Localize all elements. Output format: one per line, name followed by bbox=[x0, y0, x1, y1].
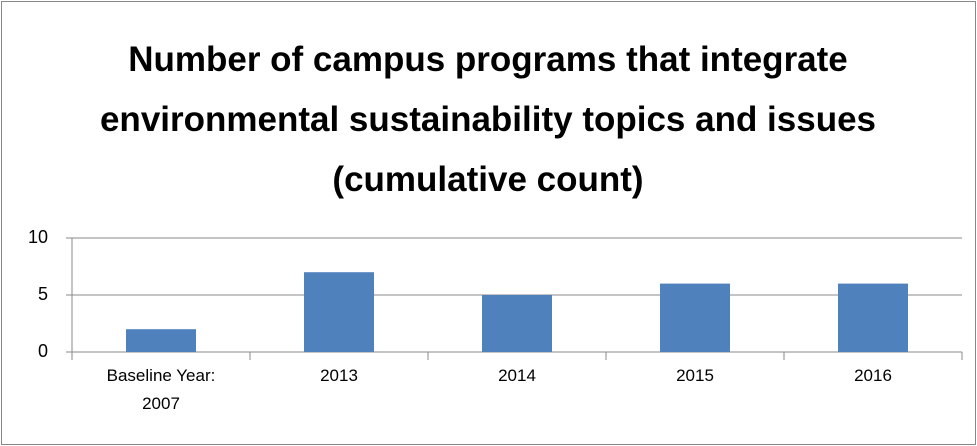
y-tick-label: 0 bbox=[38, 341, 48, 361]
y-tick-label: 5 bbox=[38, 284, 48, 304]
bar bbox=[304, 272, 374, 352]
x-tick-label: Baseline Year: 2007 bbox=[106, 366, 216, 413]
bar bbox=[482, 295, 552, 352]
x-tick-label: 2014 bbox=[498, 366, 536, 385]
bar bbox=[660, 283, 730, 352]
bar bbox=[126, 329, 196, 352]
x-tick-label: 2013 bbox=[320, 366, 358, 385]
x-tick-label: 2016 bbox=[854, 366, 892, 385]
y-tick-label: 10 bbox=[28, 227, 48, 247]
chart-title: Number of campus programs that integrate… bbox=[99, 40, 877, 199]
x-tick-label: 2015 bbox=[676, 366, 714, 385]
bar bbox=[838, 283, 908, 352]
